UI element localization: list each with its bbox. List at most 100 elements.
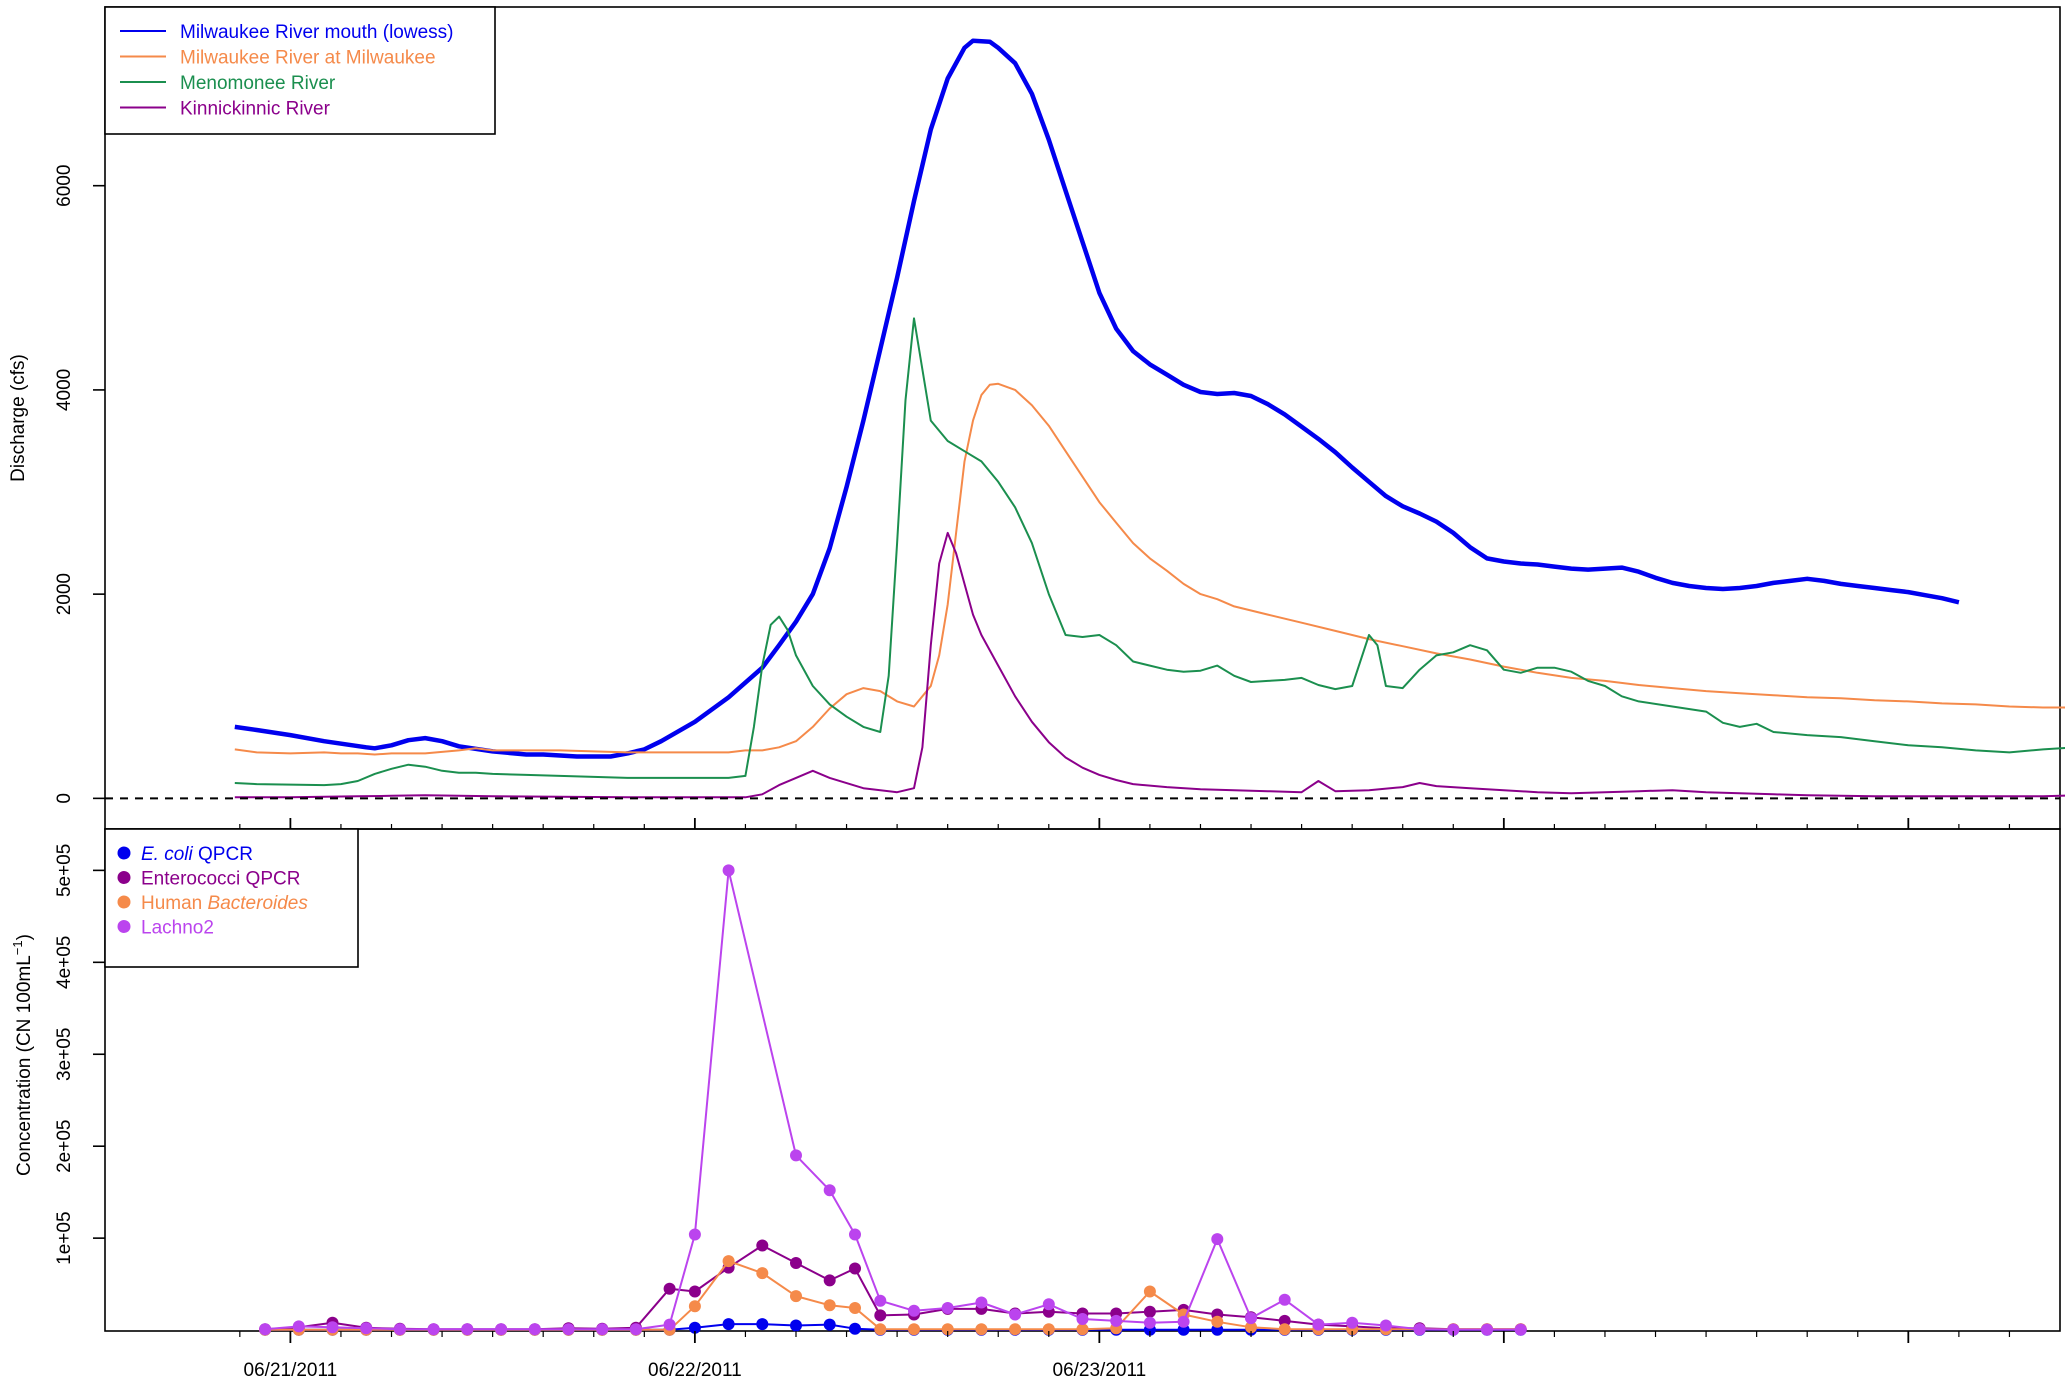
concentration-x-tick-label: 06/22/2011 xyxy=(648,1360,742,1381)
concentration-point xyxy=(629,1323,642,1336)
concentration-point xyxy=(790,1149,802,1162)
concentration-point xyxy=(823,1184,836,1197)
concentration-legend-label: Enterococci QPCR xyxy=(141,869,300,890)
concentration-y-tick-label: 2e+05 xyxy=(54,1120,75,1173)
discharge-y-tick-label: 2000 xyxy=(54,573,75,615)
concentration-point xyxy=(360,1322,373,1335)
concentration-legend-label: E. coli QPCR xyxy=(141,844,253,865)
concentration-point xyxy=(908,1323,920,1336)
concentration-point xyxy=(596,1323,609,1336)
concentration-point xyxy=(688,1228,701,1241)
concentration-point xyxy=(790,1257,802,1269)
concentration-point xyxy=(1143,1305,1156,1318)
concentration-point xyxy=(1009,1308,1022,1321)
concentration-series-group xyxy=(259,864,1527,1336)
concentration-point xyxy=(1143,1316,1156,1329)
concentration-x-axis: 06/21/2011 06/22/2011 06/23/2011 xyxy=(239,1331,2011,1381)
concentration-point xyxy=(941,1302,954,1314)
concentration-legend-label-part: QPCR xyxy=(193,844,253,865)
concentration-point xyxy=(1514,1323,1527,1336)
concentration-legend-marker xyxy=(117,871,131,884)
concentration-point xyxy=(495,1323,508,1336)
discharge-legend: Milwaukee River mouth (lowess) Milwaukee … xyxy=(104,6,496,135)
discharge-legend-box xyxy=(104,6,496,135)
concentration-point xyxy=(908,1304,920,1317)
concentration-point xyxy=(849,1302,861,1314)
concentration-panel: 1e+05 2e+05 3e+05 4e+05 5e+05 Concentration … xyxy=(10,828,2061,1381)
concentration-point xyxy=(1278,1314,1291,1327)
concentration-point xyxy=(259,1323,272,1336)
concentration-point xyxy=(1211,1315,1224,1328)
concentration-legend-marker xyxy=(117,895,131,909)
concentration-legend-label-part: E. coli xyxy=(141,844,194,865)
discharge-series-line-3 xyxy=(234,531,2065,799)
concentration-point xyxy=(1346,1316,1359,1329)
concentration-point xyxy=(1110,1314,1123,1327)
discharge-series-line-2 xyxy=(234,317,2065,787)
concentration-point xyxy=(1076,1313,1089,1325)
discharge-y-tick-label: 4000 xyxy=(54,369,75,411)
concentration-point xyxy=(823,1274,836,1287)
discharge-y-tick-label: 6000 xyxy=(54,165,75,207)
concentration-legend-label: Human Bacteroides xyxy=(141,893,308,914)
concentration-point xyxy=(790,1319,802,1332)
concentration-point xyxy=(1481,1323,1493,1336)
concentration-y-label-suffix: ) xyxy=(14,934,35,940)
concentration-legend: E. coli QPCR Enterococci QPCR Human Bacter… xyxy=(104,828,359,968)
concentration-point xyxy=(326,1321,339,1334)
concentration-point xyxy=(1076,1323,1089,1336)
concentration-point xyxy=(975,1323,988,1336)
concentration-point xyxy=(941,1323,954,1336)
concentration-point xyxy=(756,1239,769,1252)
concentration-point xyxy=(849,1228,861,1241)
concentration-point xyxy=(393,1323,406,1336)
discharge-x-ticks xyxy=(239,818,2011,829)
concentration-point xyxy=(874,1323,887,1336)
discharge-series-line-0 xyxy=(234,38,1960,759)
concentration-point xyxy=(1245,1321,1257,1334)
concentration-point xyxy=(1312,1318,1325,1331)
concentration-point xyxy=(1447,1323,1460,1336)
concentration-legend-box xyxy=(104,828,359,968)
concentration-point xyxy=(790,1290,802,1303)
concentration-legend-label-part: Bacteroides xyxy=(208,893,309,914)
concentration-legend-label-part: Human xyxy=(141,893,208,914)
concentration-legend-label: Lachno2 xyxy=(141,918,214,939)
concentration-point xyxy=(975,1296,988,1309)
concentration-y-tick-label: 4e+05 xyxy=(54,936,75,989)
discharge-legend-label: Milwaukee River at Milwaukee xyxy=(180,48,436,69)
concentration-legend-label-part: Enterococci QPCR xyxy=(141,869,300,890)
concentration-point xyxy=(874,1294,887,1307)
discharge-y-axis: 0 2000 4000 6000 xyxy=(54,165,105,804)
concentration-y-tick-label: 3e+05 xyxy=(54,1028,75,1081)
concentration-legend-marker xyxy=(117,846,131,860)
concentration-point xyxy=(1042,1298,1055,1311)
concentration-point xyxy=(688,1285,701,1298)
concentration-y-axis-label: Concentration (CN 100mL−1) xyxy=(10,934,35,1176)
concentration-point xyxy=(823,1318,836,1331)
concentration-y-tick-label: 5e+05 xyxy=(54,844,75,897)
concentration-point xyxy=(722,864,735,877)
concentration-point xyxy=(461,1323,474,1336)
discharge-legend-label: Kinnickinnic River xyxy=(180,99,331,120)
concentration-point xyxy=(874,1309,887,1322)
concentration-legend-marker xyxy=(117,920,131,933)
concentration-x-tick-label: 06/21/2011 xyxy=(244,1360,338,1381)
concentration-point xyxy=(756,1318,769,1331)
discharge-series-group xyxy=(234,38,2065,799)
concentration-point xyxy=(756,1267,769,1280)
concentration-point xyxy=(722,1318,735,1331)
concentration-y-axis: 1e+05 2e+05 3e+05 4e+05 5e+05 xyxy=(54,844,105,1265)
concentration-y-label-sup: −1 xyxy=(10,940,25,955)
concentration-point xyxy=(688,1300,701,1313)
discharge-legend-label: Milwaukee River mouth (lowess) xyxy=(180,22,453,43)
concentration-point xyxy=(1413,1323,1426,1336)
concentration-point xyxy=(528,1323,541,1336)
concentration-point xyxy=(1042,1323,1055,1336)
discharge-panel: 0 2000 4000 6000 Discharge (cfs) Milwaukee … xyxy=(8,6,2065,830)
concentration-point xyxy=(1177,1315,1190,1328)
concentration-point xyxy=(849,1322,861,1335)
concentration-point xyxy=(722,1255,735,1268)
concentration-point xyxy=(1245,1312,1257,1325)
